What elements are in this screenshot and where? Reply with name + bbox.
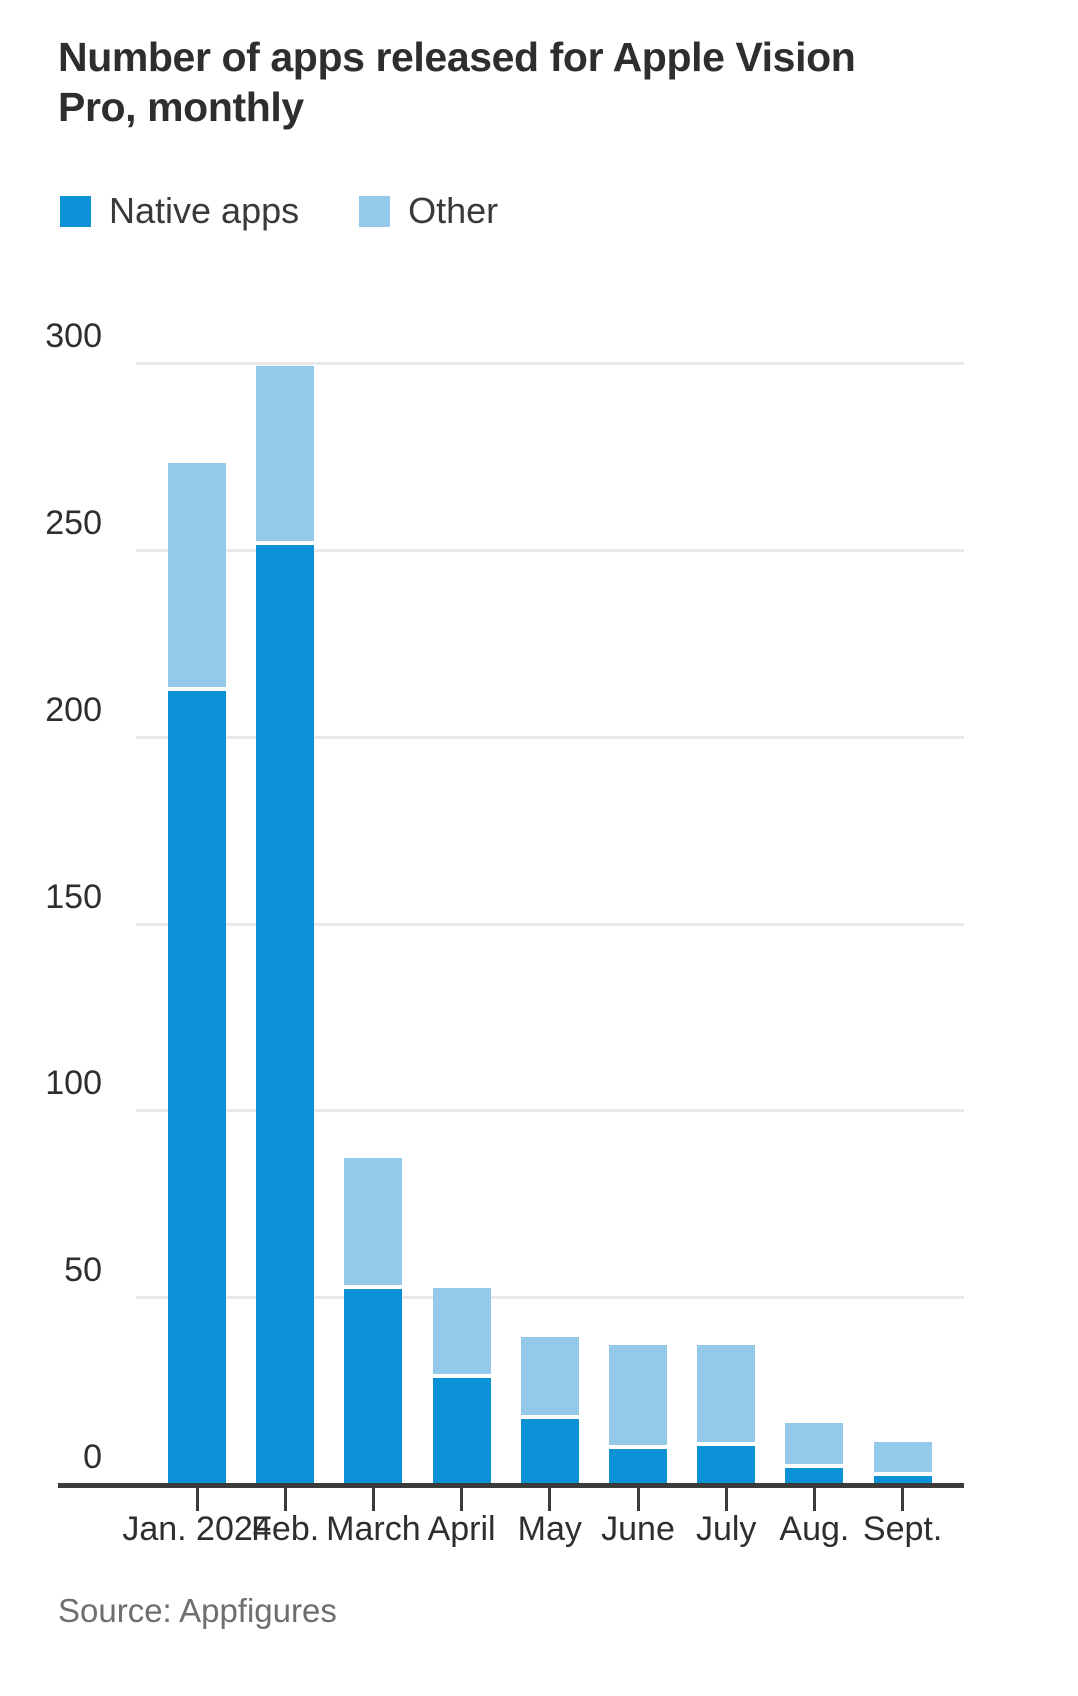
- legend-item-native-apps[interactable]: Native apps: [60, 193, 299, 229]
- x-tick-0: [195, 1488, 199, 1511]
- bar-segment-other[interactable]: [697, 1344, 756, 1442]
- chart-legend: Native apps Other: [60, 193, 498, 229]
- x-tick-3: [460, 1488, 464, 1511]
- y-tick-label-150: 150: [45, 877, 102, 916]
- bar-segment-native[interactable]: [520, 1419, 579, 1483]
- legend-swatch-other: [359, 195, 391, 227]
- legend-item-other[interactable]: Other: [359, 193, 498, 229]
- bar-group[interactable]: [785, 1422, 844, 1483]
- bar-segment-other[interactable]: [609, 1344, 667, 1446]
- y-tick-label-100: 100: [45, 1064, 102, 1103]
- x-tick-label-4: May: [517, 1510, 582, 1548]
- x-tick-label-6: July: [695, 1510, 757, 1548]
- bar-segment-other[interactable]: [256, 365, 315, 542]
- bar-segment-other[interactable]: [520, 1337, 579, 1416]
- legend-swatch-native-apps: [60, 195, 91, 227]
- x-tick-7: [812, 1488, 816, 1511]
- x-tick-label-8: Sept.: [862, 1510, 943, 1548]
- x-tick-label-0: Jan. 2024: [122, 1510, 272, 1548]
- source-caption: Source: Appfigures: [58, 1592, 337, 1629]
- bar-segment-native[interactable]: [785, 1468, 844, 1483]
- bar-group[interactable]: [873, 1441, 932, 1483]
- bar-segment-native[interactable]: [432, 1378, 491, 1483]
- bar-segment-divider: [520, 1415, 579, 1420]
- bar-segment-native[interactable]: [609, 1449, 667, 1483]
- gridline-250: [136, 548, 964, 552]
- x-tick-5: [636, 1488, 640, 1511]
- legend-label-native-apps: Native apps: [109, 190, 300, 231]
- chart-title: Number of apps released for Apple Vision…: [58, 34, 856, 131]
- y-tick-label-250: 250: [45, 503, 102, 542]
- bar-segment-divider: [609, 1445, 667, 1450]
- bar-segment-native[interactable]: [168, 690, 226, 1483]
- x-tick-2: [371, 1488, 375, 1511]
- y-tick-label-0: 0: [83, 1438, 102, 1476]
- bar-group[interactable]: [609, 1344, 667, 1483]
- gridline-150: [136, 922, 964, 926]
- bar-segment-native[interactable]: [344, 1288, 403, 1483]
- bar-segment-other[interactable]: [873, 1441, 932, 1472]
- bar-segment-divider: [697, 1441, 756, 1446]
- legend-label-other: Other: [408, 190, 499, 231]
- x-tick-label-3: April: [427, 1510, 496, 1548]
- bar-segment-divider: [256, 541, 315, 546]
- bar-segment-divider: [344, 1284, 403, 1289]
- y-tick-label-300: 300: [45, 317, 102, 355]
- bar-segment-divider: [432, 1374, 491, 1379]
- x-tick-4: [548, 1488, 552, 1511]
- bar-group[interactable]: [168, 462, 226, 1483]
- bar-segment-native[interactable]: [256, 545, 315, 1483]
- bar-group[interactable]: [256, 365, 315, 1483]
- x-tick-label-5: June: [601, 1510, 675, 1548]
- x-tick-label-2: March: [326, 1510, 421, 1548]
- bar-group[interactable]: [344, 1157, 403, 1483]
- gridline-100: [136, 1109, 964, 1113]
- x-tick-6: [724, 1488, 728, 1511]
- bar-group[interactable]: [432, 1288, 491, 1483]
- bar-segment-divider: [168, 686, 226, 691]
- y-tick-label-50: 50: [64, 1251, 102, 1290]
- bar-segment-native[interactable]: [873, 1475, 932, 1483]
- gridline-50: [136, 1296, 964, 1300]
- x-tick-label-7: Aug.: [779, 1510, 850, 1548]
- bar-segment-divider: [785, 1464, 844, 1469]
- bar-segment-other[interactable]: [432, 1288, 491, 1375]
- gridline-200: [136, 735, 964, 739]
- bar-segment-other[interactable]: [168, 462, 226, 687]
- bar-segment-other[interactable]: [344, 1157, 403, 1285]
- x-tick-1: [283, 1488, 287, 1511]
- x-tick-label-1: Feb.: [251, 1510, 320, 1548]
- x-tick-8: [901, 1488, 905, 1511]
- bar-segment-native[interactable]: [697, 1445, 756, 1483]
- y-tick-label-200: 200: [45, 690, 102, 729]
- gridline-300: [136, 362, 964, 365]
- bar-segment-divider: [873, 1471, 932, 1476]
- bar-group[interactable]: [697, 1344, 756, 1483]
- bar-segment-other[interactable]: [785, 1422, 844, 1465]
- axis-line-zero: [58, 1483, 964, 1488]
- bar-group[interactable]: [520, 1337, 579, 1483]
